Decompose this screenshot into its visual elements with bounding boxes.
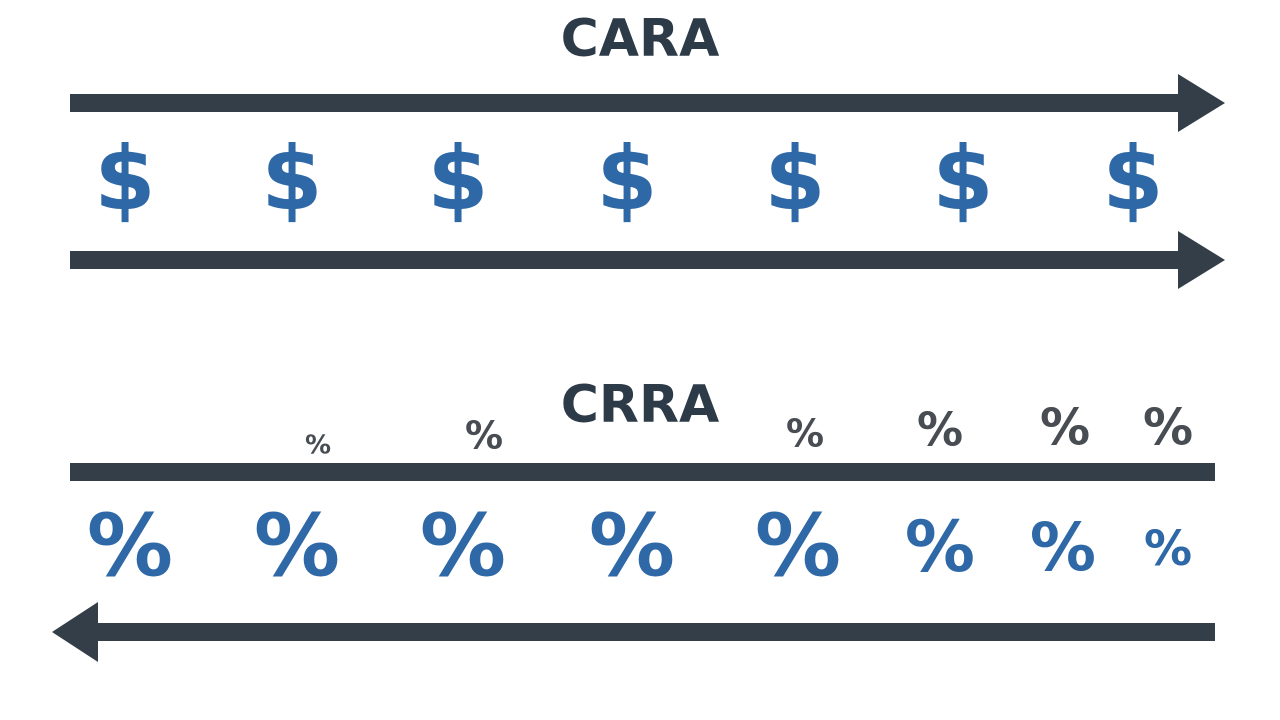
dollar-sign: $	[1102, 127, 1163, 230]
lower-percent-row: %%%%%%%%	[87, 496, 1192, 596]
crra-line	[70, 463, 1215, 481]
cara-title: CARA	[561, 9, 720, 69]
percent-sign: %	[786, 412, 824, 456]
percent-sign: %	[305, 431, 331, 461]
dollar-sign: $	[764, 127, 825, 230]
upper-percent-row: %%%%%%	[305, 399, 1193, 461]
percent-sign: %	[1040, 399, 1090, 457]
percent-sign: %	[755, 496, 841, 596]
crra-title: CRRA	[561, 375, 720, 435]
arrow-bottom	[52, 602, 1215, 662]
arrow-middle	[70, 231, 1225, 289]
dollar-sign: $	[94, 127, 155, 230]
percent-sign: %	[1144, 521, 1192, 577]
percent-sign: %	[917, 403, 963, 457]
percent-sign: %	[589, 496, 675, 596]
percent-sign: %	[87, 496, 173, 596]
dollar-sign: $	[932, 127, 993, 230]
arrow-top	[70, 74, 1225, 132]
dollar-row: $ $ $ $ $ $ $	[94, 127, 1163, 230]
percent-sign: %	[1030, 509, 1096, 586]
percent-sign: %	[254, 496, 340, 596]
percent-sign: %	[905, 506, 975, 588]
percent-sign: %	[1143, 399, 1193, 457]
percent-sign: %	[465, 414, 503, 458]
dollar-sign: $	[427, 127, 488, 230]
percent-sign: %	[420, 496, 506, 596]
dollar-sign: $	[261, 127, 322, 230]
dollar-sign: $	[596, 127, 657, 230]
